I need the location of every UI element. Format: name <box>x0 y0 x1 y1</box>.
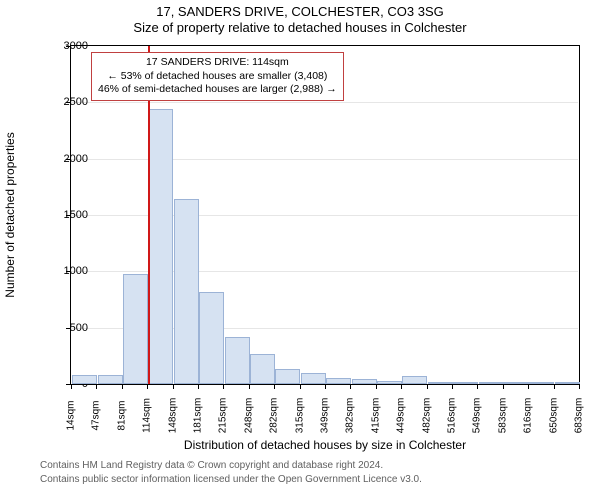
x-tick-label: 14sqm <box>66 400 77 430</box>
x-tick-label: 616sqm <box>523 398 534 434</box>
x-axis-label: Distribution of detached houses by size … <box>70 438 580 452</box>
x-tick-label: 114sqm <box>142 398 153 433</box>
x-tick-mark <box>350 385 351 389</box>
x-tick-label: 81sqm <box>116 400 127 430</box>
x-tick-label: 315sqm <box>294 398 305 434</box>
histogram-bar <box>428 382 453 384</box>
x-tick-mark <box>554 385 555 389</box>
y-axis-label: Number of detached properties <box>3 132 17 297</box>
histogram-bar <box>301 373 326 384</box>
x-tick-label: 382sqm <box>345 398 356 434</box>
x-tick-label: 650sqm <box>548 398 559 434</box>
x-tick-label: 282sqm <box>269 398 280 434</box>
chart-subtitle: Size of property relative to detached ho… <box>0 20 600 35</box>
histogram-bar <box>98 375 123 384</box>
x-tick-label: 181sqm <box>193 398 204 434</box>
histogram-bar <box>504 382 529 384</box>
histogram-bar <box>225 337 250 384</box>
x-tick-mark <box>249 385 250 389</box>
x-tick-label: 349sqm <box>320 398 331 434</box>
x-tick-label: 415sqm <box>370 398 381 434</box>
x-tick-mark <box>274 385 275 389</box>
histogram-bar <box>326 378 351 384</box>
x-tick-mark <box>376 385 377 389</box>
histogram-bar <box>250 354 275 384</box>
x-tick-mark <box>427 385 428 389</box>
info-line2: ← 53% of detached houses are smaller (3,… <box>98 70 337 84</box>
x-tick-label: 248sqm <box>243 398 254 434</box>
x-tick-label: 549sqm <box>472 398 483 434</box>
x-tick-mark <box>528 385 529 389</box>
chart-title: 17, SANDERS DRIVE, COLCHESTER, CO3 3SG <box>0 4 600 19</box>
plot-area: 17 SANDERS DRIVE: 114sqm ← 53% of detach… <box>70 45 580 385</box>
x-tick-label: 148sqm <box>167 398 178 434</box>
x-tick-mark <box>325 385 326 389</box>
info-line3: 46% of semi-detached houses are larger (… <box>98 83 337 97</box>
footer-line1: Contains HM Land Registry data © Crown c… <box>40 460 383 471</box>
x-tick-label: 516sqm <box>447 398 458 434</box>
histogram-bar <box>148 109 173 384</box>
x-tick-mark <box>477 385 478 389</box>
x-tick-mark <box>198 385 199 389</box>
x-tick-mark <box>147 385 148 389</box>
x-tick-mark <box>71 385 72 389</box>
x-tick-label: 583sqm <box>497 398 508 434</box>
x-tick-mark <box>579 385 580 389</box>
x-tick-mark <box>96 385 97 389</box>
footer-line2: Contains public sector information licen… <box>40 474 422 485</box>
histogram-bar <box>453 382 478 384</box>
x-tick-mark <box>300 385 301 389</box>
histogram-bar <box>377 381 402 384</box>
histogram-bar <box>123 274 148 384</box>
info-line1: 17 SANDERS DRIVE: 114sqm <box>98 56 337 70</box>
histogram-bar <box>479 382 504 384</box>
info-box: 17 SANDERS DRIVE: 114sqm ← 53% of detach… <box>91 52 344 101</box>
x-tick-mark <box>452 385 453 389</box>
x-tick-label: 482sqm <box>421 398 432 434</box>
x-tick-label: 47sqm <box>91 400 102 430</box>
histogram-bar <box>199 292 224 384</box>
histogram-bar <box>72 375 97 384</box>
histogram-bar <box>555 382 580 384</box>
x-tick-label: 449sqm <box>396 398 407 434</box>
x-tick-mark <box>223 385 224 389</box>
x-tick-mark <box>122 385 123 389</box>
x-tick-label: 683sqm <box>574 398 585 434</box>
x-tick-mark <box>173 385 174 389</box>
histogram-bar <box>275 369 300 384</box>
histogram-bar <box>402 376 427 384</box>
x-tick-mark <box>503 385 504 389</box>
x-tick-mark <box>401 385 402 389</box>
x-tick-label: 215sqm <box>218 398 229 434</box>
histogram-bar <box>529 382 554 384</box>
histogram-bar <box>174 199 199 384</box>
histogram-bar <box>352 379 377 384</box>
